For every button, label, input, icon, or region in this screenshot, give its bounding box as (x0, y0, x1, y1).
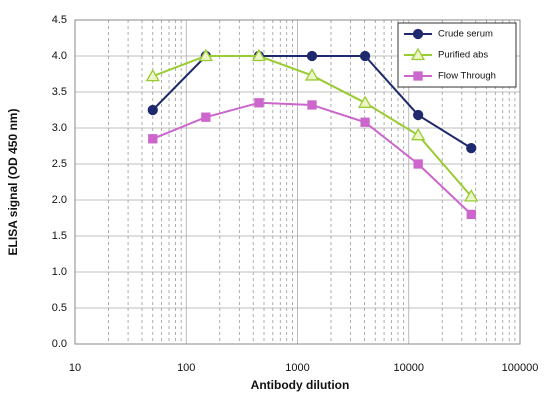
data-point (464, 189, 479, 202)
y-tick-label: 1.5 (52, 230, 67, 242)
legend-marker (412, 28, 424, 40)
y-tick-label: 0.0 (52, 338, 67, 350)
data-point (413, 109, 424, 121)
data-point (145, 68, 160, 82)
data-point (254, 98, 264, 108)
legend-label: Crude serum (438, 29, 493, 40)
data-point (360, 117, 370, 127)
data-point (201, 112, 211, 122)
data-point (147, 104, 158, 116)
legend-label: Purified abs (438, 50, 488, 61)
data-point (307, 100, 317, 110)
legend: Crude serum Purified abs Flow Through (397, 22, 517, 88)
x-tick-label: 10000 (393, 362, 424, 374)
data-point (466, 209, 476, 220)
data-point (198, 48, 213, 62)
y-axis-title: ELISA signal (OD 450 nm) (6, 109, 20, 256)
legend-marker (410, 47, 426, 61)
x-tick-label: 1000 (285, 362, 309, 374)
data-point (359, 50, 371, 62)
data-point (251, 48, 267, 62)
data-point (148, 134, 158, 144)
y-tick-label: 3.5 (52, 86, 67, 98)
data-point (466, 143, 477, 154)
data-point (306, 50, 318, 62)
x-tick-label: 100 (177, 362, 195, 374)
y-tick-label: 2.5 (52, 158, 67, 170)
x-axis-title: Antibody dilution (251, 378, 350, 392)
y-tick-label: 4.5 (52, 14, 67, 26)
data-point (357, 95, 373, 108)
legend-label: Flow Through (438, 71, 496, 82)
data-point (304, 68, 320, 81)
y-tick-label: 3.0 (52, 122, 67, 134)
legend-marker (413, 71, 423, 81)
plot-border (74, 19, 521, 345)
y-tick-label: 0.5 (52, 302, 67, 314)
y-tick-label: 2.0 (52, 194, 67, 206)
y-tick-label: 4.0 (52, 50, 67, 62)
y-tick-label: 1.0 (52, 266, 67, 278)
x-tick-label: 100000 (502, 362, 539, 374)
data-point (411, 127, 426, 141)
data-point (413, 159, 423, 169)
x-tick-label: 10 (69, 362, 81, 374)
